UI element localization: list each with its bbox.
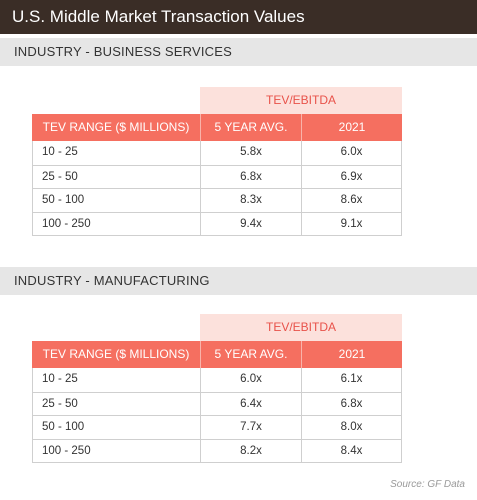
cell-tev-range: 25 - 50 (42, 170, 78, 183)
cell-2021: 8.0x (301, 416, 401, 439)
cell-tev-range: 100 - 250 (42, 444, 91, 457)
table-body: 10 - 25 6.0x 6.1x 25 - 50 6.4x 6.8x 50 -… (32, 368, 402, 463)
group-spacer (32, 87, 200, 114)
group-header-row: TEV/EBITDA (32, 87, 402, 114)
section-title-business-services: INDUSTRY - BUSINESS SERVICES (0, 38, 477, 66)
cell-tev-range: 25 - 50 (42, 397, 78, 410)
column-header-5-year-avg: 5 YEAR AVG. (200, 114, 301, 141)
cell-2021: 9.1x (301, 212, 401, 235)
cell-2021: 8.6x (301, 189, 401, 212)
cell-5-year-avg: 8.2x (200, 439, 301, 462)
cell-5-year-avg: 9.4x (200, 212, 301, 235)
group-header-tev-ebitda: TEV/EBITDA (200, 314, 402, 341)
group-header-tev-ebitda: TEV/EBITDA (200, 87, 402, 114)
source-note: Source: GF Data (390, 479, 465, 490)
cell-tev-range: 100 - 250 (42, 217, 91, 230)
column-header-2021: 2021 (301, 114, 402, 141)
cell-tev-range: 10 - 25 (42, 373, 78, 385)
page-title: U.S. Middle Market Transaction Values (0, 0, 477, 34)
column-header-row: TEV RANGE ($ MILLIONS) 5 YEAR AVG. 2021 (32, 341, 402, 368)
table-row: 25 - 50 6.4x 6.8x (33, 391, 401, 415)
table-body: 10 - 25 5.8x 6.0x 25 - 50 6.8x 6.9x 50 -… (32, 141, 402, 236)
cell-2021: 8.4x (301, 439, 401, 462)
cell-5-year-avg: 6.8x (200, 165, 301, 188)
cell-tev-range: 10 - 25 (42, 146, 78, 158)
cell-2021: 6.9x (301, 165, 401, 188)
cell-tev-range: 50 - 100 (42, 421, 85, 433)
table-row: 10 - 25 6.0x 6.1x (33, 368, 401, 392)
table-business-services: TEV/EBITDA TEV RANGE ($ MILLIONS) 5 YEAR… (32, 87, 402, 236)
column-header-2021: 2021 (301, 341, 402, 368)
table-row: 50 - 100 7.7x 8.0x (33, 415, 401, 439)
column-header-tev-range: TEV RANGE ($ MILLIONS) (42, 120, 190, 134)
table-row: 25 - 50 6.8x 6.9x (33, 164, 401, 188)
cell-2021: 6.1x (301, 368, 401, 392)
section-title-manufacturing: INDUSTRY - MANUFACTURING (0, 267, 477, 295)
column-header-5-year-avg: 5 YEAR AVG. (200, 341, 301, 368)
cell-5-year-avg: 6.4x (200, 392, 301, 415)
cell-5-year-avg: 7.7x (200, 416, 301, 439)
table-manufacturing: TEV/EBITDA TEV RANGE ($ MILLIONS) 5 YEAR… (32, 314, 402, 463)
cell-5-year-avg: 6.0x (200, 368, 301, 392)
column-header-row: TEV RANGE ($ MILLIONS) 5 YEAR AVG. 2021 (32, 114, 402, 141)
cell-5-year-avg: 5.8x (200, 141, 301, 165)
cell-tev-range: 50 - 100 (42, 194, 85, 206)
column-header-tev-range: TEV RANGE ($ MILLIONS) (42, 347, 190, 361)
cell-2021: 6.0x (301, 141, 401, 165)
table-row: 100 - 250 9.4x 9.1x (33, 211, 401, 235)
table-row: 50 - 100 8.3x 8.6x (33, 188, 401, 212)
group-header-row: TEV/EBITDA (32, 314, 402, 341)
group-spacer (32, 314, 200, 341)
cell-2021: 6.8x (301, 392, 401, 415)
cell-5-year-avg: 8.3x (200, 189, 301, 212)
table-row: 100 - 250 8.2x 8.4x (33, 438, 401, 462)
table-row: 10 - 25 5.8x 6.0x (33, 141, 401, 165)
